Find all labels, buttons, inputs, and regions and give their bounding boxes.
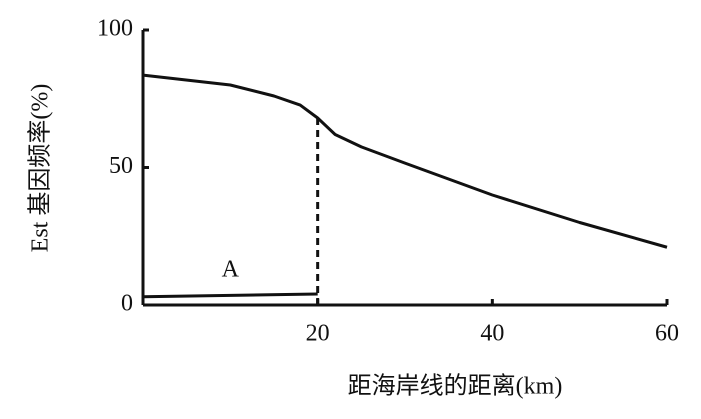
- series-label: A: [222, 256, 240, 282]
- y-tick-label: 0: [121, 291, 133, 317]
- y-tick-label: 100: [97, 16, 133, 42]
- x-axis-label: 距海岸线的距离(km): [348, 373, 563, 400]
- line: [142, 73, 668, 249]
- y-tick-label: 50: [109, 153, 133, 179]
- x-tick-label: 40: [480, 321, 504, 347]
- y-axis-label: Est 基因频率(%): [27, 84, 54, 253]
- x-tick-label: 60: [655, 321, 679, 347]
- line: [142, 292, 318, 299]
- x-tick-label: 20: [306, 321, 330, 347]
